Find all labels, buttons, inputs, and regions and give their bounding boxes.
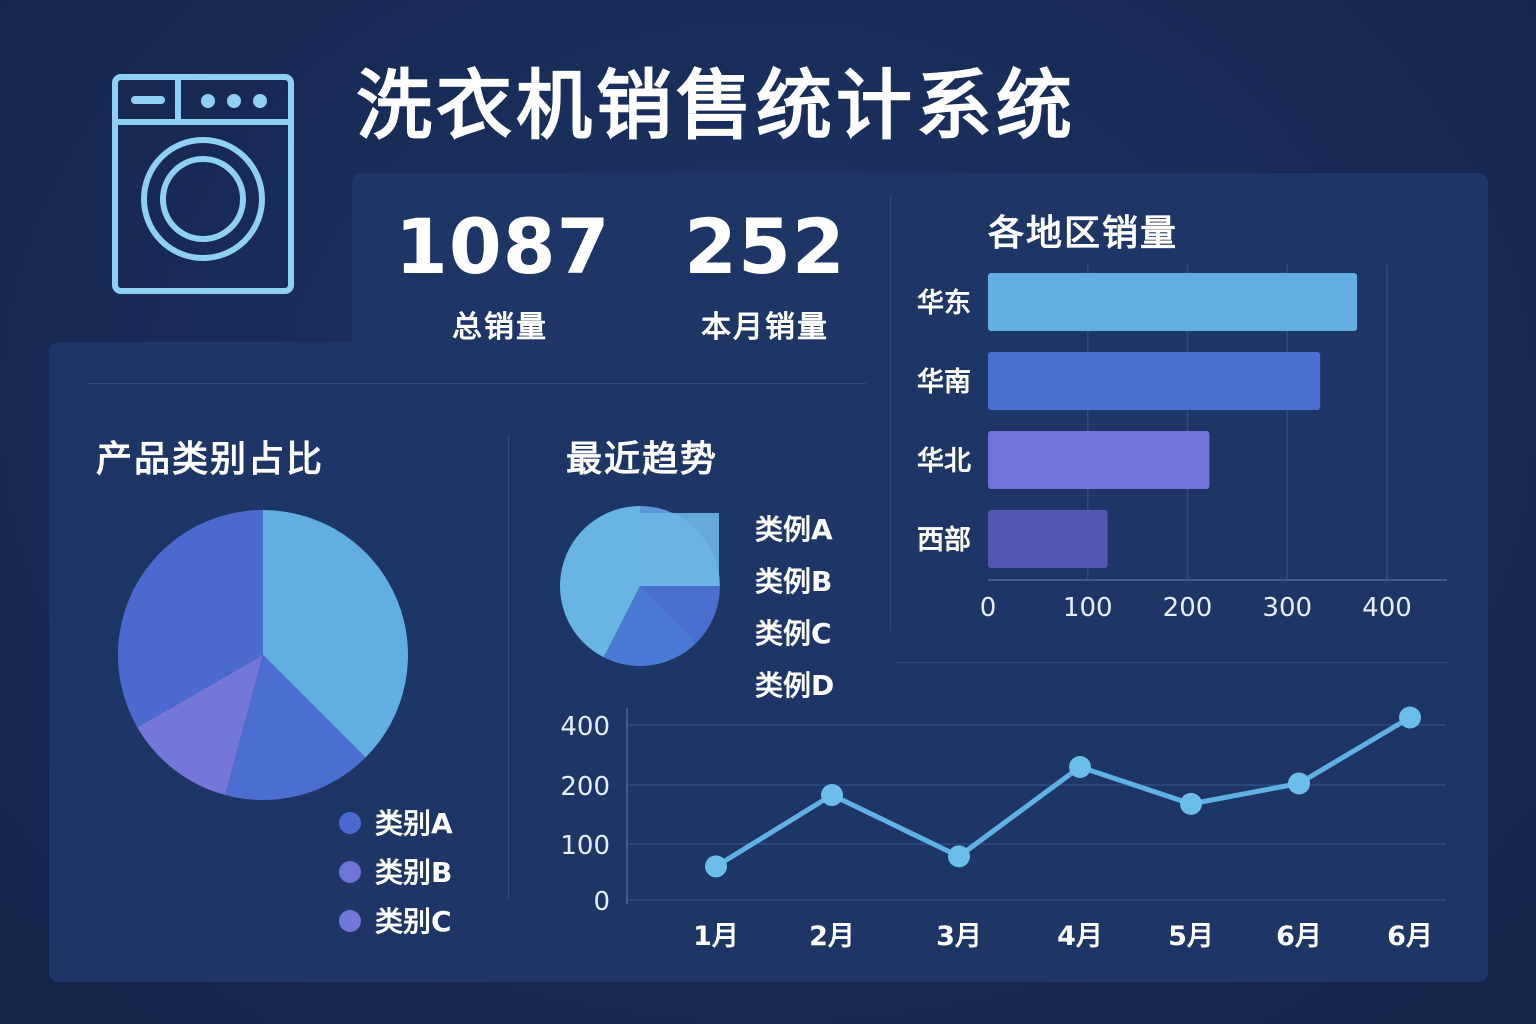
page-title: 洗衣机销售统计系统 [356, 61, 1076, 150]
category-label: 华东 [917, 287, 971, 319]
data-point [1069, 756, 1091, 778]
monthly-sales-value: 252 [684, 202, 846, 291]
total-sales-label: 总销量 [452, 310, 548, 345]
pie-slice [263, 510, 408, 758]
x-tick-label: 0 [980, 593, 997, 623]
y-tick-label: 400 [560, 712, 610, 742]
y-tick-label: 100 [560, 831, 610, 861]
legend-label: 类别C [375, 905, 452, 938]
divider [896, 662, 1448, 663]
pie-slice [640, 586, 720, 643]
divider [508, 435, 509, 900]
y-tick-label: 0 [593, 887, 610, 917]
x-tick-label: 4月 [1057, 921, 1103, 952]
data-point [821, 784, 843, 807]
x-tick-label: 6月 [1276, 921, 1322, 952]
category-pie-title: 产品类别占比 [96, 439, 325, 480]
category-label: 华北 [917, 445, 971, 477]
legend-marker [339, 812, 361, 834]
bar [988, 510, 1108, 568]
monthly-sales-label: 本月销量 [701, 310, 829, 345]
data-point [1399, 706, 1421, 729]
x-tick-label: 400 [1362, 593, 1412, 623]
pie-slice [603, 586, 697, 666]
region-chart-title: 各地区销量 [988, 213, 1179, 254]
legend-marker [339, 910, 361, 932]
legend-label: 类例D [755, 669, 834, 702]
category-pie-chart: 类别A 类别B 类别C [117, 510, 453, 938]
x-tick-label: 5月 [1168, 921, 1214, 952]
legend-label: 类例C [755, 617, 832, 650]
legend-label: 类别A [375, 807, 453, 840]
bar [988, 273, 1358, 331]
pie-slice [225, 655, 366, 800]
legend-label: 类例B [755, 565, 832, 598]
divider [88, 383, 866, 384]
category-label: 华南 [917, 366, 971, 398]
category-label: 西部 [917, 524, 971, 556]
washing-machine-icon [112, 74, 294, 294]
x-tick-label: 1月 [693, 921, 739, 952]
trend-pie-title: 最近趋势 [566, 439, 719, 480]
y-tick-label: 200 [560, 772, 610, 802]
x-tick-label: 3月 [936, 921, 982, 952]
data-point [1288, 772, 1310, 795]
data-point [705, 855, 727, 878]
divider [890, 195, 891, 630]
x-tick-label: 2月 [809, 921, 855, 952]
x-tick-label: 300 [1262, 593, 1312, 623]
data-point [1180, 792, 1202, 815]
data-point [948, 845, 970, 868]
legend-marker [339, 861, 361, 883]
total-sales-value: 1087 [395, 202, 611, 291]
bar [988, 431, 1210, 489]
x-tick-label: 6月 [1387, 921, 1433, 952]
bar [988, 352, 1321, 410]
pie-highlight [640, 513, 719, 586]
monthly-line-chart: 0 100 200 400 1月 2月 3月 4月 5月 6月 6月 [560, 706, 1446, 952]
legend-label: 类例A [755, 513, 833, 546]
x-tick-label: 100 [1063, 593, 1113, 623]
trend-pie-chart: 类例A 类例B 类例C 类例D [560, 506, 834, 702]
pie-slice [560, 506, 640, 658]
x-tick-label: 200 [1163, 593, 1213, 623]
pie-slice [117, 510, 263, 728]
legend-label: 类别B [375, 856, 452, 889]
pie-slice [137, 655, 263, 795]
